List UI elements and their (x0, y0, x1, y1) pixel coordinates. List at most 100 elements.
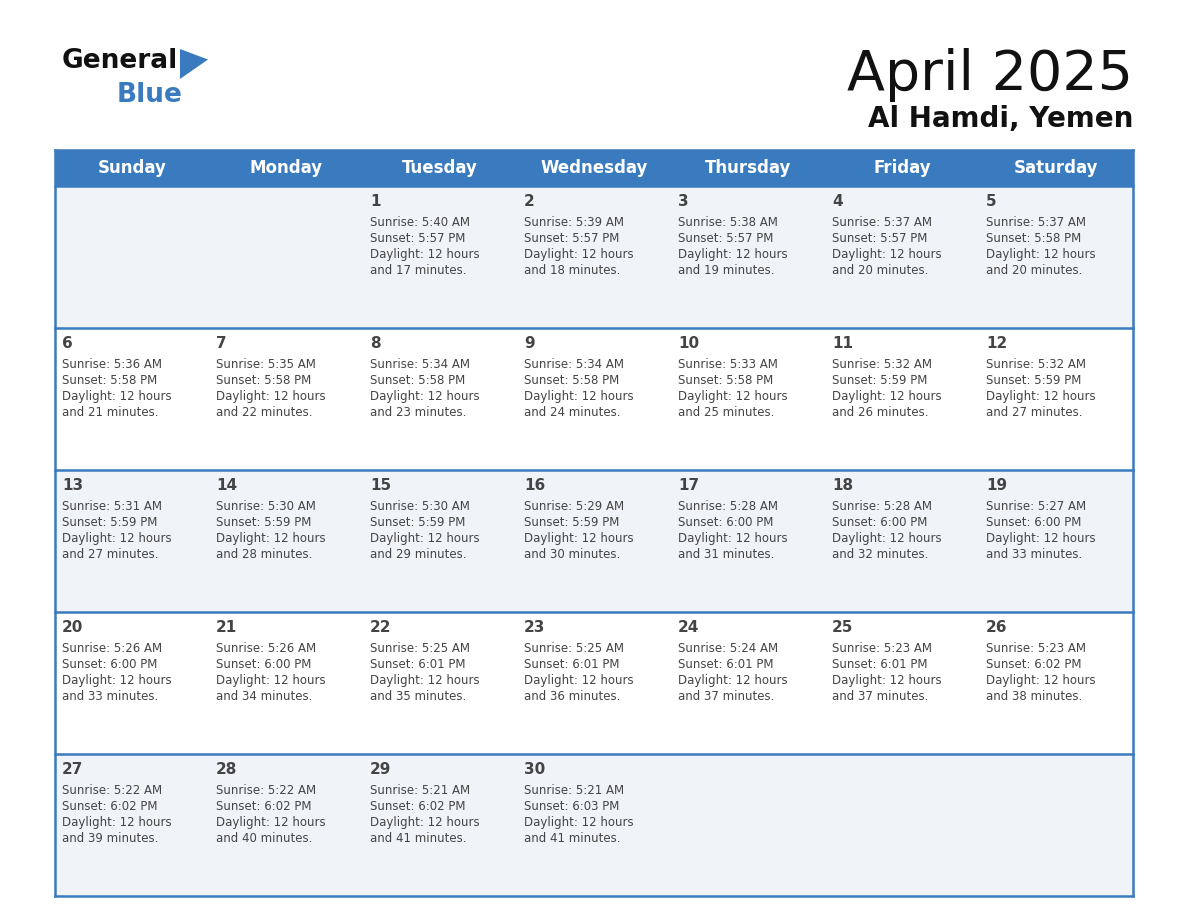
Text: Sunset: 5:57 PM: Sunset: 5:57 PM (369, 232, 466, 245)
Text: 1: 1 (369, 194, 380, 209)
Text: 26: 26 (986, 620, 1007, 635)
Text: Daylight: 12 hours: Daylight: 12 hours (369, 390, 480, 403)
Text: Sunset: 5:57 PM: Sunset: 5:57 PM (678, 232, 773, 245)
Text: Daylight: 12 hours: Daylight: 12 hours (524, 532, 633, 545)
Text: Sunrise: 5:25 AM: Sunrise: 5:25 AM (524, 642, 624, 655)
Text: Daylight: 12 hours: Daylight: 12 hours (62, 390, 171, 403)
Text: Sunset: 5:59 PM: Sunset: 5:59 PM (832, 374, 928, 387)
Text: and 28 minutes.: and 28 minutes. (216, 548, 312, 561)
Text: and 33 minutes.: and 33 minutes. (62, 690, 158, 703)
Text: and 27 minutes.: and 27 minutes. (62, 548, 158, 561)
Text: and 37 minutes.: and 37 minutes. (678, 690, 775, 703)
Text: Sunset: 6:02 PM: Sunset: 6:02 PM (986, 658, 1081, 671)
Text: 28: 28 (216, 762, 238, 777)
Text: Sunset: 6:00 PM: Sunset: 6:00 PM (62, 658, 157, 671)
Text: 22: 22 (369, 620, 392, 635)
Text: and 20 minutes.: and 20 minutes. (986, 264, 1082, 277)
Text: Saturday: Saturday (1013, 159, 1098, 177)
Text: Sunset: 5:58 PM: Sunset: 5:58 PM (62, 374, 157, 387)
Text: Sunrise: 5:32 AM: Sunrise: 5:32 AM (986, 358, 1086, 371)
Text: 25: 25 (832, 620, 853, 635)
Text: Sunset: 5:57 PM: Sunset: 5:57 PM (524, 232, 619, 245)
Text: and 27 minutes.: and 27 minutes. (986, 406, 1082, 419)
Text: Sunrise: 5:27 AM: Sunrise: 5:27 AM (986, 500, 1086, 513)
Text: and 40 minutes.: and 40 minutes. (216, 832, 312, 845)
Text: Sunrise: 5:28 AM: Sunrise: 5:28 AM (678, 500, 778, 513)
Text: Sunrise: 5:21 AM: Sunrise: 5:21 AM (524, 784, 624, 797)
Text: Sunset: 6:00 PM: Sunset: 6:00 PM (832, 516, 928, 529)
Text: Sunrise: 5:30 AM: Sunrise: 5:30 AM (369, 500, 470, 513)
Bar (55, 470, 1133, 612)
Text: Daylight: 12 hours: Daylight: 12 hours (986, 248, 1095, 261)
Text: Daylight: 12 hours: Daylight: 12 hours (62, 816, 171, 829)
Text: 23: 23 (524, 620, 545, 635)
Text: and 25 minutes.: and 25 minutes. (678, 406, 775, 419)
Text: and 41 minutes.: and 41 minutes. (369, 832, 467, 845)
Text: Sunrise: 5:23 AM: Sunrise: 5:23 AM (986, 642, 1086, 655)
Text: Sunset: 5:59 PM: Sunset: 5:59 PM (369, 516, 466, 529)
Text: 20: 20 (62, 620, 83, 635)
Text: Sunrise: 5:26 AM: Sunrise: 5:26 AM (62, 642, 162, 655)
Polygon shape (181, 49, 208, 79)
Text: and 24 minutes.: and 24 minutes. (524, 406, 620, 419)
Text: Sunrise: 5:37 AM: Sunrise: 5:37 AM (986, 216, 1086, 229)
Text: Sunset: 5:59 PM: Sunset: 5:59 PM (216, 516, 311, 529)
Text: 18: 18 (832, 478, 853, 493)
Text: Daylight: 12 hours: Daylight: 12 hours (369, 674, 480, 687)
Text: Daylight: 12 hours: Daylight: 12 hours (216, 390, 326, 403)
Text: Sunset: 5:58 PM: Sunset: 5:58 PM (986, 232, 1081, 245)
Text: Sunset: 6:00 PM: Sunset: 6:00 PM (986, 516, 1081, 529)
Text: Sunrise: 5:26 AM: Sunrise: 5:26 AM (216, 642, 316, 655)
Text: Sunrise: 5:33 AM: Sunrise: 5:33 AM (678, 358, 778, 371)
Text: Thursday: Thursday (704, 159, 791, 177)
Text: 24: 24 (678, 620, 700, 635)
Text: Sunrise: 5:34 AM: Sunrise: 5:34 AM (524, 358, 624, 371)
Text: Daylight: 12 hours: Daylight: 12 hours (678, 248, 788, 261)
Text: Daylight: 12 hours: Daylight: 12 hours (524, 674, 633, 687)
Text: and 35 minutes.: and 35 minutes. (369, 690, 466, 703)
Text: Daylight: 12 hours: Daylight: 12 hours (986, 532, 1095, 545)
Text: Sunrise: 5:31 AM: Sunrise: 5:31 AM (62, 500, 162, 513)
Text: Daylight: 12 hours: Daylight: 12 hours (986, 390, 1095, 403)
Text: Daylight: 12 hours: Daylight: 12 hours (678, 674, 788, 687)
Text: 13: 13 (62, 478, 83, 493)
Bar (55, 754, 1133, 896)
Text: and 37 minutes.: and 37 minutes. (832, 690, 928, 703)
Text: Sunrise: 5:29 AM: Sunrise: 5:29 AM (524, 500, 624, 513)
Text: and 33 minutes.: and 33 minutes. (986, 548, 1082, 561)
Text: General: General (62, 48, 178, 74)
Text: Sunset: 5:58 PM: Sunset: 5:58 PM (369, 374, 466, 387)
Text: Sunrise: 5:38 AM: Sunrise: 5:38 AM (678, 216, 778, 229)
Text: Sunrise: 5:32 AM: Sunrise: 5:32 AM (832, 358, 933, 371)
Text: 2: 2 (524, 194, 535, 209)
Text: and 34 minutes.: and 34 minutes. (216, 690, 312, 703)
Text: 4: 4 (832, 194, 842, 209)
Text: Sunset: 5:59 PM: Sunset: 5:59 PM (524, 516, 619, 529)
Bar (55, 150, 1133, 186)
Text: Sunset: 5:59 PM: Sunset: 5:59 PM (62, 516, 157, 529)
Text: Daylight: 12 hours: Daylight: 12 hours (524, 390, 633, 403)
Text: Sunset: 5:58 PM: Sunset: 5:58 PM (678, 374, 773, 387)
Text: Blue: Blue (116, 82, 183, 108)
Text: Sunrise: 5:39 AM: Sunrise: 5:39 AM (524, 216, 624, 229)
Text: Sunset: 6:01 PM: Sunset: 6:01 PM (678, 658, 773, 671)
Text: Al Hamdi, Yemen: Al Hamdi, Yemen (867, 105, 1133, 133)
Text: and 29 minutes.: and 29 minutes. (369, 548, 467, 561)
Text: and 32 minutes.: and 32 minutes. (832, 548, 928, 561)
Text: Daylight: 12 hours: Daylight: 12 hours (678, 532, 788, 545)
Text: Sunset: 5:58 PM: Sunset: 5:58 PM (216, 374, 311, 387)
Text: 19: 19 (986, 478, 1007, 493)
Text: Friday: Friday (873, 159, 931, 177)
Text: 14: 14 (216, 478, 238, 493)
Text: and 20 minutes.: and 20 minutes. (832, 264, 928, 277)
Text: Sunrise: 5:37 AM: Sunrise: 5:37 AM (832, 216, 933, 229)
Text: Sunset: 6:01 PM: Sunset: 6:01 PM (524, 658, 619, 671)
Text: Sunset: 6:03 PM: Sunset: 6:03 PM (524, 800, 619, 813)
Text: Daylight: 12 hours: Daylight: 12 hours (369, 248, 480, 261)
Bar (55, 328, 1133, 470)
Text: Sunset: 5:59 PM: Sunset: 5:59 PM (986, 374, 1081, 387)
Text: and 22 minutes.: and 22 minutes. (216, 406, 312, 419)
Text: and 19 minutes.: and 19 minutes. (678, 264, 775, 277)
Text: 30: 30 (524, 762, 545, 777)
Text: Sunrise: 5:34 AM: Sunrise: 5:34 AM (369, 358, 470, 371)
